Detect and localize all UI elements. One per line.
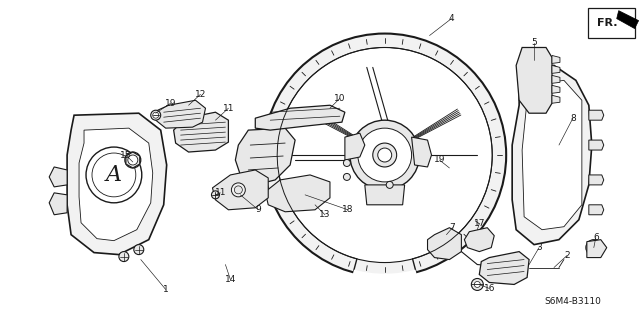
Polygon shape [522,80,582,230]
Polygon shape [617,11,639,29]
Polygon shape [345,133,365,160]
Circle shape [134,245,144,255]
Text: A: A [106,164,122,186]
Polygon shape [465,228,494,252]
Polygon shape [265,175,330,212]
Polygon shape [428,228,461,260]
Text: S6M4-B3110: S6M4-B3110 [544,297,601,306]
Polygon shape [589,205,604,215]
Circle shape [234,186,243,194]
Circle shape [344,160,350,167]
Text: 13: 13 [319,210,331,219]
Polygon shape [255,105,345,130]
Circle shape [344,174,350,181]
Circle shape [211,191,220,199]
Polygon shape [587,240,607,257]
Text: 6: 6 [593,233,598,242]
Text: 1: 1 [163,285,168,294]
Polygon shape [67,113,166,255]
Text: 19: 19 [165,99,177,108]
Text: 2: 2 [564,251,570,260]
Circle shape [586,240,602,256]
Text: 17: 17 [474,219,485,228]
Text: 5: 5 [531,38,537,47]
Text: 11: 11 [223,104,234,113]
Circle shape [474,281,480,287]
Text: 15: 15 [120,151,132,160]
Polygon shape [589,140,604,150]
FancyBboxPatch shape [588,8,635,38]
Polygon shape [552,65,560,73]
Text: 19: 19 [434,155,445,165]
Text: 3: 3 [536,243,542,252]
Polygon shape [212,170,268,210]
Circle shape [119,252,129,262]
Circle shape [232,183,245,197]
Polygon shape [365,185,404,205]
Text: 16: 16 [483,284,495,293]
Circle shape [372,143,397,167]
Polygon shape [173,112,228,152]
Circle shape [86,147,142,203]
Circle shape [386,182,393,189]
Circle shape [471,278,483,290]
Text: 12: 12 [195,90,206,99]
Circle shape [263,33,506,277]
Text: 9: 9 [255,205,261,214]
Text: 7: 7 [449,223,455,232]
Text: FR.: FR. [596,18,618,28]
Polygon shape [552,85,560,93]
Circle shape [358,128,412,182]
Polygon shape [589,175,604,185]
Text: 4: 4 [449,14,454,23]
Circle shape [128,155,138,165]
Polygon shape [49,167,67,187]
Polygon shape [512,65,592,245]
Polygon shape [49,193,67,215]
Polygon shape [126,152,140,168]
Polygon shape [236,128,295,185]
Text: 11: 11 [214,188,226,197]
Circle shape [378,148,392,162]
Polygon shape [156,100,205,128]
Circle shape [151,110,161,120]
Polygon shape [412,137,431,167]
Text: 14: 14 [225,275,236,284]
Circle shape [277,48,492,263]
Polygon shape [552,95,560,103]
Circle shape [125,152,141,168]
Polygon shape [552,56,560,63]
Text: 10: 10 [334,94,346,103]
Polygon shape [79,128,153,241]
Circle shape [153,112,159,118]
Polygon shape [516,48,552,113]
Text: 8: 8 [570,114,576,123]
Polygon shape [589,110,604,120]
Polygon shape [552,75,560,83]
Polygon shape [479,252,529,285]
Text: 18: 18 [342,205,354,214]
Circle shape [350,120,420,190]
